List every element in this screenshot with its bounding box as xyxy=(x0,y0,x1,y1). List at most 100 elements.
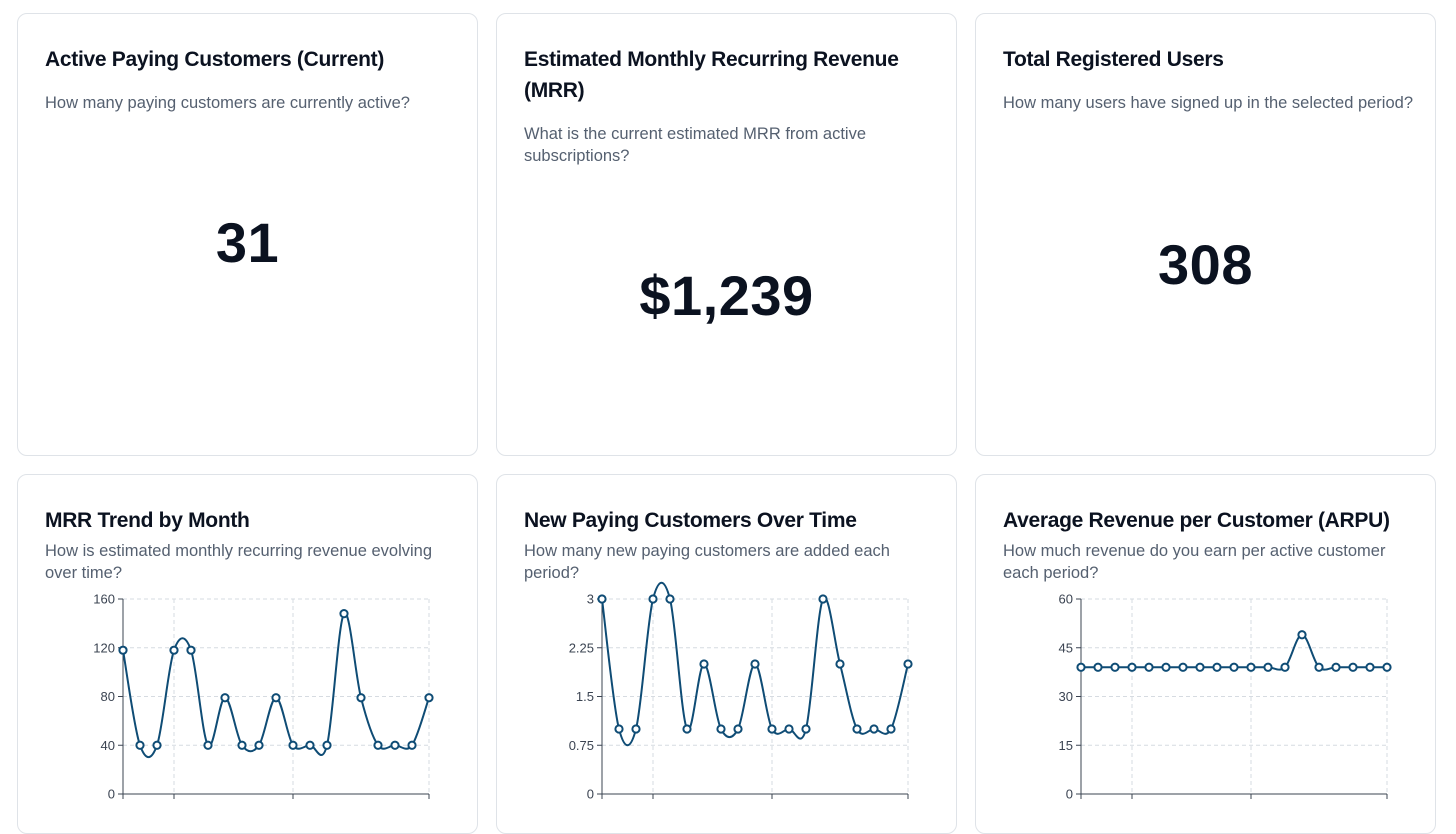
data-point xyxy=(339,609,349,619)
y-tick-label: 45 xyxy=(1059,640,1073,655)
data-point xyxy=(1297,630,1307,640)
new-customers-card: New Paying Customers Over Time How many … xyxy=(496,474,957,834)
data-point xyxy=(203,740,213,750)
y-tick-label: 0 xyxy=(1066,787,1073,802)
card-title: New Paying Customers Over Time xyxy=(524,509,857,532)
card-description: What is the current estimated MRR from a… xyxy=(524,125,867,165)
card-description: How is estimated monthly recurring reven… xyxy=(45,542,433,582)
data-point xyxy=(271,693,281,703)
data-point xyxy=(1212,662,1222,672)
series-line xyxy=(601,581,909,747)
data-point xyxy=(784,724,794,734)
registered-users-card: Total Registered Users How many users ha… xyxy=(975,13,1436,456)
data-point xyxy=(1093,662,1103,672)
plot-area: 0 15 30 45 60 xyxy=(1059,592,1392,802)
data-point xyxy=(1314,662,1324,672)
data-point xyxy=(699,659,709,669)
data-point xyxy=(1263,662,1273,672)
data-point xyxy=(135,740,145,750)
data-point xyxy=(869,724,879,734)
data-point xyxy=(1161,662,1171,672)
data-point xyxy=(801,724,811,734)
mrr-trend-chart: 0 40 80 120 160 xyxy=(93,592,434,802)
arpu-chart: 0 15 30 45 60 xyxy=(1059,592,1392,802)
data-point xyxy=(818,594,828,604)
data-point xyxy=(767,724,777,734)
card-description: How many paying customers are currently … xyxy=(45,94,410,112)
y-tick-label: 2.25 xyxy=(569,640,594,655)
data-point xyxy=(305,740,315,750)
data-point xyxy=(288,740,298,750)
data-point xyxy=(237,740,247,750)
data-point xyxy=(1280,662,1290,672)
card-title: MRR Trend by Month xyxy=(45,509,250,532)
data-point xyxy=(682,724,692,734)
data-point xyxy=(1365,662,1375,672)
data-point xyxy=(220,693,230,703)
data-point xyxy=(750,659,760,669)
data-point xyxy=(322,740,332,750)
data-point xyxy=(665,594,675,604)
metric-value: $1,239 xyxy=(639,264,814,327)
data-point xyxy=(631,724,641,734)
y-tick-label: 160 xyxy=(93,592,115,607)
data-point xyxy=(835,659,845,669)
card-title: Total Registered Users xyxy=(1003,48,1224,71)
data-point xyxy=(648,594,658,604)
data-point xyxy=(186,645,196,655)
series-line xyxy=(122,612,430,759)
data-point xyxy=(1110,662,1120,672)
card-description: How many new paying customers are added … xyxy=(524,542,890,582)
y-tick-label: 0 xyxy=(108,787,115,802)
data-point xyxy=(407,740,417,750)
data-point xyxy=(1127,662,1137,672)
data-point xyxy=(886,724,896,734)
y-tick-label: 60 xyxy=(1059,592,1073,607)
y-tick-label: 15 xyxy=(1059,738,1073,753)
data-point xyxy=(424,693,434,703)
data-point xyxy=(169,645,179,655)
data-point xyxy=(152,740,162,750)
metric-value: 308 xyxy=(1158,233,1253,296)
mrr-trend-card: MRR Trend by Month How is estimated mont… xyxy=(17,474,478,834)
y-tick-label: 0 xyxy=(587,787,594,802)
data-point xyxy=(597,594,607,604)
data-point xyxy=(903,659,913,669)
y-tick-label: 0.75 xyxy=(569,738,594,753)
data-point xyxy=(614,724,624,734)
plot-area: 0 40 80 120 160 xyxy=(93,592,434,802)
data-point xyxy=(1144,662,1154,672)
data-point xyxy=(390,740,400,750)
plot-area: 0 0.75 1.5 2.25 3 xyxy=(569,581,913,802)
data-point xyxy=(852,724,862,734)
data-point xyxy=(1229,662,1239,672)
y-tick-label: 80 xyxy=(101,689,115,704)
data-point xyxy=(1178,662,1188,672)
y-tick-label: 40 xyxy=(101,738,115,753)
card-title: Active Paying Customers (Current) xyxy=(45,48,385,71)
data-point xyxy=(1246,662,1256,672)
y-tick-label: 3 xyxy=(587,592,594,607)
data-point xyxy=(1382,662,1392,672)
mrr-card: Estimated Monthly Recurring Revenue (MRR… xyxy=(496,13,957,456)
card-description: How much revenue do you earn per active … xyxy=(1003,542,1386,582)
data-point xyxy=(1195,662,1205,672)
data-point xyxy=(373,740,383,750)
y-tick-label: 1.5 xyxy=(576,689,594,704)
y-tick-label: 30 xyxy=(1059,689,1073,704)
arpu-card: Average Revenue per Customer (ARPU) How … xyxy=(975,474,1436,834)
data-point xyxy=(733,724,743,734)
data-point xyxy=(1076,662,1086,672)
card-title: Estimated Monthly Recurring Revenue (MRR… xyxy=(524,48,899,102)
active-customers-card: Active Paying Customers (Current) How ma… xyxy=(17,13,478,456)
card-description: How many users have signed up in the sel… xyxy=(1003,94,1413,112)
data-point xyxy=(716,724,726,734)
data-point xyxy=(356,693,366,703)
metric-value: 31 xyxy=(215,211,280,274)
data-point xyxy=(254,740,264,750)
data-point xyxy=(118,645,128,655)
card-title: Average Revenue per Customer (ARPU) xyxy=(1003,509,1390,532)
data-point xyxy=(1348,662,1358,672)
y-tick-label: 120 xyxy=(93,640,115,655)
dashboard-grid: Active Paying Customers (Current) How ma… xyxy=(17,13,1436,834)
